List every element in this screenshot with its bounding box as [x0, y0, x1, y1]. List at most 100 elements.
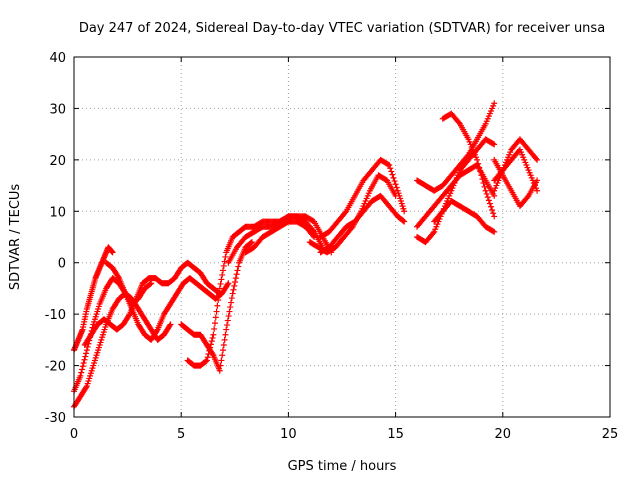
series-track-4: [103, 259, 232, 343]
data-point: [393, 184, 400, 191]
data-point: [213, 308, 220, 315]
data-point: [477, 168, 484, 175]
series-track-18: [491, 136, 541, 194]
data-point: [219, 271, 226, 278]
data-point: [224, 317, 231, 324]
y-tick-label: 20: [49, 154, 66, 169]
data-point: [206, 347, 213, 354]
data-point: [80, 360, 87, 366]
data-point: [483, 190, 490, 197]
data-point: [109, 249, 116, 256]
data-point: [166, 322, 173, 329]
data-point: [386, 162, 393, 168]
data-point: [390, 174, 397, 181]
data-point: [83, 384, 90, 391]
data-point: [218, 276, 225, 283]
x-tick-label: 5: [177, 427, 185, 442]
series-track-6: [178, 239, 255, 374]
data-point: [480, 180, 487, 186]
data-point: [534, 156, 541, 163]
x-tick-label: 25: [602, 427, 619, 442]
x-tick-label: 20: [495, 427, 512, 442]
data-point: [207, 341, 214, 348]
data-point: [224, 322, 231, 329]
data-point: [217, 280, 224, 287]
data-point: [77, 372, 84, 379]
series-track-11: [317, 192, 408, 256]
data-point: [225, 313, 232, 320]
data-point: [234, 267, 241, 274]
data-point: [223, 326, 230, 333]
data-point: [220, 342, 227, 348]
data-point: [455, 119, 462, 126]
data-point: [489, 207, 496, 213]
data-point: [488, 203, 495, 210]
data-point: [211, 320, 218, 327]
y-tick-label: 10: [49, 205, 66, 220]
data-point: [217, 362, 224, 369]
data-point: [310, 232, 317, 239]
y-tick-label: 0: [58, 257, 66, 272]
data-point: [221, 258, 228, 265]
data-point: [476, 164, 483, 171]
data-point: [348, 225, 355, 231]
data-point: [204, 354, 211, 361]
data-point: [82, 353, 89, 360]
data-point: [392, 181, 399, 188]
data-point: [115, 273, 122, 280]
series-track-20: [491, 146, 541, 194]
data-point: [212, 314, 219, 321]
data-point: [232, 279, 239, 285]
series-track-10: [317, 156, 408, 240]
series-track-16: [439, 110, 498, 220]
data-point: [167, 321, 174, 328]
data-point: [228, 299, 235, 306]
data-point: [481, 183, 488, 190]
data-point: [81, 356, 88, 363]
data-point: [222, 253, 229, 260]
plot-frame: [73, 56, 611, 418]
data-point: [216, 367, 223, 374]
data-point: [210, 331, 217, 338]
grid-lines: [74, 57, 610, 417]
data-point: [214, 302, 221, 309]
data-point: [211, 325, 218, 332]
data-point: [205, 351, 212, 357]
data-point: [83, 347, 90, 354]
y-axis-label: SDTVAR / TECUs: [8, 184, 23, 291]
data-point: [218, 357, 225, 364]
data-point: [534, 187, 541, 194]
data-point: [392, 192, 399, 199]
data-point: [224, 281, 231, 288]
data-point: [226, 308, 233, 315]
data-point: [486, 200, 493, 207]
data-point: [207, 344, 214, 351]
data-point: [208, 338, 215, 345]
data-point: [83, 350, 90, 357]
data-point: [491, 100, 498, 107]
data-point: [401, 208, 408, 215]
data-point: [311, 234, 318, 240]
data-points: [71, 100, 541, 410]
chart-title: Day 247 of 2024, Sidereal Day-to-day VTE…: [79, 21, 605, 36]
data-point: [491, 192, 498, 199]
data-point: [148, 280, 155, 287]
data-point: [227, 304, 234, 311]
data-point: [485, 197, 492, 204]
y-tick-label: -30: [45, 411, 66, 426]
data-point: [79, 366, 86, 373]
data-point: [475, 160, 482, 167]
y-tick-label: -10: [45, 308, 66, 323]
data-point: [400, 217, 407, 224]
data-point: [216, 290, 223, 297]
series-track-9: [242, 218, 318, 256]
data-point: [209, 334, 216, 341]
data-point: [125, 312, 132, 319]
data-point: [153, 327, 160, 334]
data-point: [387, 165, 394, 172]
data-point: [491, 213, 498, 220]
data-point: [491, 228, 498, 235]
data-point: [490, 210, 497, 217]
data-point: [225, 280, 232, 287]
series-track-2: [71, 275, 155, 395]
